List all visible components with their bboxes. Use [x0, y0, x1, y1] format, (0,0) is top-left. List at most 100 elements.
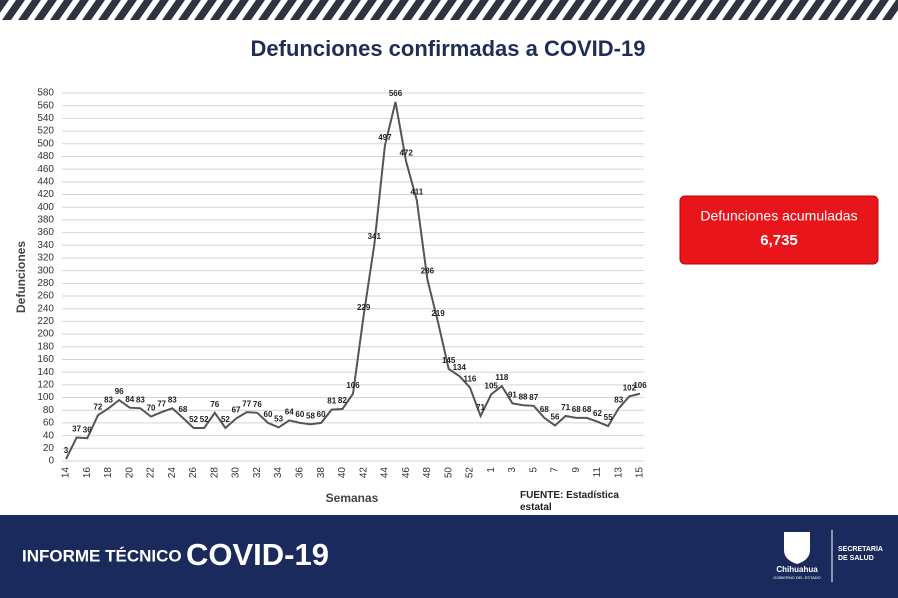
y-tick-label: 280 — [37, 278, 54, 289]
y-tick-label: 140 — [37, 367, 54, 378]
x-tick-label: 40 — [337, 467, 348, 479]
y-tick-label: 580 — [37, 88, 54, 99]
data-label: 118 — [495, 373, 508, 382]
x-tick-label: 30 — [231, 467, 242, 479]
data-label: 145 — [442, 356, 456, 365]
data-label: 82 — [338, 396, 347, 405]
x-tick-label: 15 — [635, 467, 646, 479]
data-label: 77 — [242, 399, 251, 408]
data-label: 36 — [83, 425, 92, 434]
data-label: 341 — [368, 232, 382, 241]
data-label: 497 — [378, 133, 392, 142]
data-label: 88 — [519, 392, 528, 401]
data-label: 229 — [357, 303, 371, 312]
data-label: 68 — [540, 405, 549, 414]
x-axis-title: Semanas — [326, 491, 379, 505]
x-tick-label: 44 — [380, 467, 391, 479]
footer-government: GOBIERNO DEL ESTADO — [773, 575, 821, 580]
data-label: 83 — [168, 395, 177, 404]
x-tick-label: 28 — [209, 467, 220, 479]
y-tick-label: 220 — [37, 316, 54, 327]
x-tick-label: 52 — [465, 467, 476, 479]
data-label: 52 — [200, 415, 209, 424]
y-tick-label: 200 — [37, 329, 54, 340]
data-label: 105 — [485, 381, 499, 390]
data-label: 68 — [178, 405, 187, 414]
data-label: 71 — [476, 403, 485, 412]
y-tick-label: 480 — [37, 151, 54, 162]
data-label: 68 — [582, 405, 591, 414]
y-tick-label: 320 — [37, 253, 54, 264]
y-tick-label: 120 — [37, 380, 54, 391]
x-tick-label: 24 — [167, 467, 178, 479]
data-label: 472 — [399, 149, 413, 158]
y-tick-label: 340 — [37, 240, 54, 251]
footer-state: Chihuahua — [776, 565, 818, 574]
y-tick-label: 180 — [37, 341, 54, 352]
badge-value: 6,735 — [760, 232, 798, 249]
x-tick-label: 14 — [61, 467, 72, 479]
y-tick-label: 40 — [43, 430, 55, 441]
x-tick-label: 26 — [188, 467, 199, 479]
y-tick-label: 360 — [37, 227, 54, 238]
data-label: 116 — [463, 375, 476, 384]
data-label: 76 — [210, 400, 219, 409]
data-label: 84 — [125, 395, 134, 404]
x-tick-label: 38 — [316, 467, 327, 479]
y-tick-label: 460 — [37, 164, 54, 175]
y-tick-label: 240 — [37, 303, 54, 314]
secretariat-box: SECRETARÍA DE SALUD — [838, 546, 883, 562]
y-tick-label: 20 — [43, 443, 55, 454]
data-label: 62 — [593, 409, 602, 418]
data-label: 56 — [551, 413, 560, 422]
data-label: 70 — [147, 404, 156, 413]
x-tick-label: 18 — [103, 467, 114, 479]
y-tick-label: 520 — [37, 126, 54, 137]
data-label: 71 — [561, 403, 570, 412]
x-tick-label: 36 — [294, 467, 305, 479]
data-label: 77 — [157, 399, 166, 408]
y-tick-label: 0 — [48, 456, 54, 467]
line — [65, 101, 641, 460]
data-label: 52 — [189, 415, 198, 424]
badge — [679, 195, 879, 265]
x-tick-label: 42 — [358, 467, 369, 479]
data-label: 83 — [614, 395, 623, 404]
data-label: 134 — [453, 363, 467, 372]
y-tick-label: 100 — [37, 392, 54, 403]
data-label: 106 — [633, 381, 647, 390]
plot: 0204060801001201401601802002202402602803… — [37, 88, 647, 478]
footer-secretariat: SECRETARÍA DE SALUD — [838, 546, 883, 562]
data-label: 91 — [508, 390, 517, 399]
footer-title: COVID-19 — [186, 537, 329, 572]
y-tick-label: 160 — [37, 354, 54, 365]
x-tick-label: 20 — [124, 467, 135, 479]
data-label: 106 — [346, 381, 360, 390]
data-label: 68 — [572, 405, 581, 414]
data-label: 67 — [232, 406, 241, 415]
top-stripes — [0, 0, 898, 20]
x-tick-label: 13 — [613, 467, 624, 479]
chart-title: Defunciones confirmadas a COVID-19 — [251, 36, 646, 61]
x-tick-label: 7 — [550, 467, 561, 473]
y-tick-label: 420 — [37, 189, 54, 200]
footer — [0, 515, 898, 598]
data-label: 72 — [93, 402, 102, 411]
data-label: 60 — [295, 410, 304, 419]
footer-label: INFORME TÉCNICO — [22, 546, 182, 565]
data-label: 58 — [306, 411, 315, 420]
x-tick-label: 50 — [443, 467, 454, 479]
badge-title: Defunciones acumuladas — [700, 208, 857, 224]
x-tick-label: 16 — [82, 467, 93, 479]
data-label: 87 — [529, 393, 538, 402]
y-axis-title: Defunciones — [14, 241, 28, 313]
x-tick-label: 32 — [252, 467, 263, 479]
y-tick-label: 400 — [37, 202, 54, 213]
x-tick-label: 3 — [507, 467, 518, 473]
data-label: 219 — [431, 309, 445, 318]
y-tick-label: 380 — [37, 215, 54, 226]
y-tick-label: 60 — [43, 418, 55, 429]
source-box: FUENTE: Estadística estatal — [520, 490, 619, 513]
x-tick-label: 11 — [592, 467, 603, 478]
